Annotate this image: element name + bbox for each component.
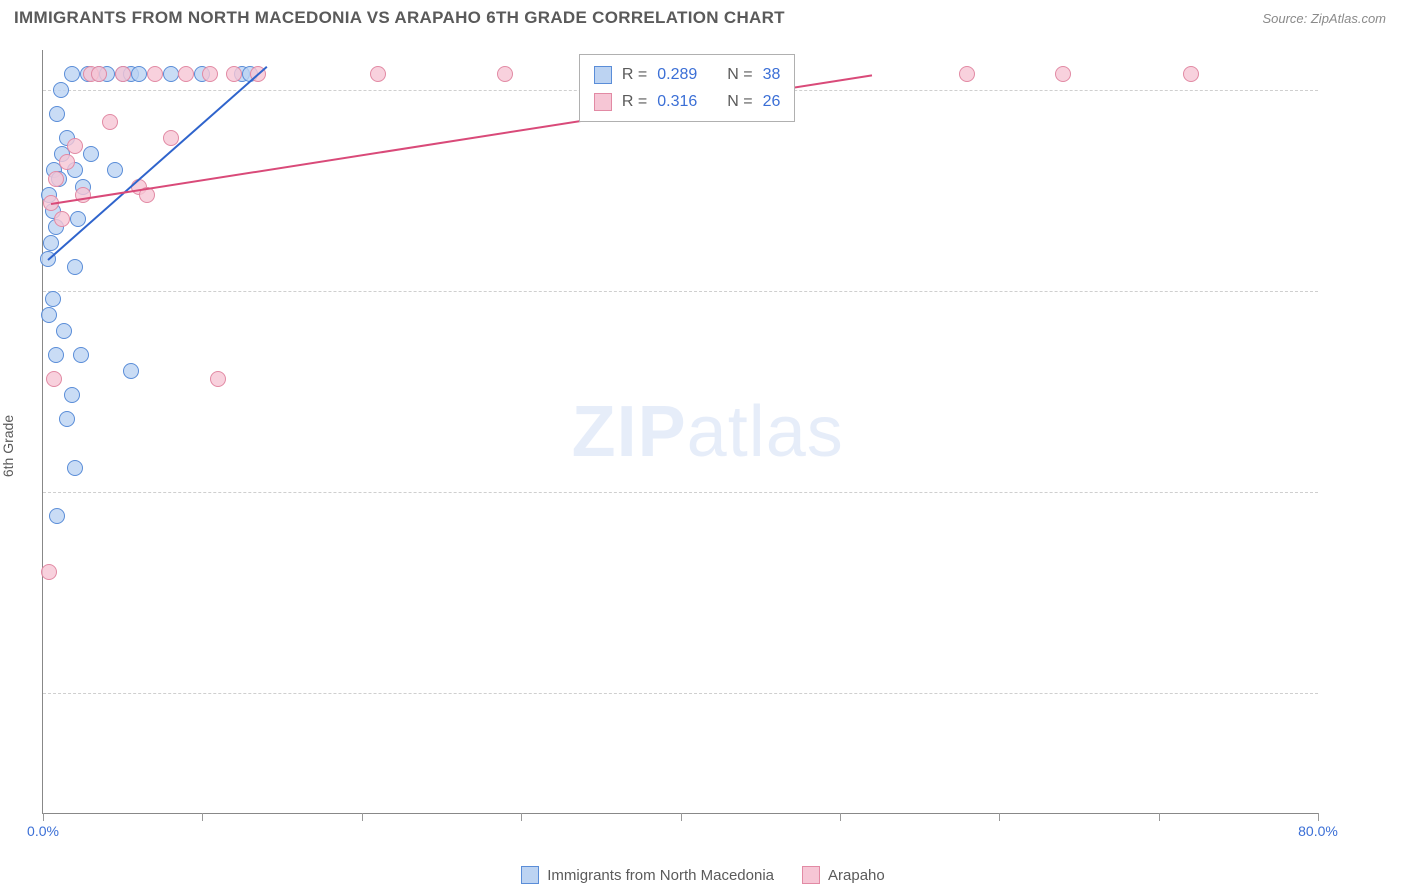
chart-area: ZIPatlas 0.0%80.0%R =0.289N =38R =0.316N… bbox=[42, 50, 1390, 842]
header: IMMIGRANTS FROM NORTH MACEDONIA VS ARAPA… bbox=[0, 0, 1406, 32]
data-point bbox=[123, 363, 139, 379]
data-point bbox=[48, 347, 64, 363]
n-label: N = bbox=[727, 61, 752, 88]
data-point bbox=[67, 259, 83, 275]
source-label: Source: ZipAtlas.com bbox=[1262, 11, 1386, 26]
data-point bbox=[107, 162, 123, 178]
data-point bbox=[70, 211, 86, 227]
series-swatch bbox=[594, 66, 612, 84]
data-point bbox=[73, 347, 89, 363]
data-point bbox=[49, 508, 65, 524]
bottom-legend: Immigrants from North Macedonia Arapaho bbox=[0, 866, 1406, 884]
r-value: 0.316 bbox=[657, 88, 697, 115]
correlation-stats-box: R = 0.289 N = 38 R = 0.316 N = 26 bbox=[579, 54, 796, 122]
data-point bbox=[178, 66, 194, 82]
data-point bbox=[64, 387, 80, 403]
watermark: ZIPatlas bbox=[572, 391, 844, 473]
x-tick bbox=[521, 813, 522, 821]
data-point bbox=[53, 82, 69, 98]
data-point bbox=[67, 460, 83, 476]
data-point bbox=[115, 66, 131, 82]
data-point bbox=[102, 114, 118, 130]
r-label: R = bbox=[622, 61, 647, 88]
y-axis-title: 6th Grade bbox=[0, 415, 16, 477]
plot-area: ZIPatlas 0.0%80.0%R =0.289N =38R =0.316N… bbox=[42, 50, 1318, 814]
data-point bbox=[202, 66, 218, 82]
data-point bbox=[67, 138, 83, 154]
chart-title: IMMIGRANTS FROM NORTH MACEDONIA VS ARAPA… bbox=[14, 8, 785, 28]
data-point bbox=[370, 66, 386, 82]
x-tick bbox=[43, 813, 44, 821]
data-point bbox=[1055, 66, 1071, 82]
data-point bbox=[163, 66, 179, 82]
data-point bbox=[45, 291, 61, 307]
x-tick-label: 0.0% bbox=[27, 823, 59, 839]
x-tick bbox=[362, 813, 363, 821]
legend-swatch bbox=[802, 866, 820, 884]
y-gridline bbox=[43, 693, 1318, 694]
data-point bbox=[83, 146, 99, 162]
data-point bbox=[56, 323, 72, 339]
data-point bbox=[91, 66, 107, 82]
legend-label: Arapaho bbox=[828, 867, 885, 884]
data-point bbox=[59, 154, 75, 170]
n-label: N = bbox=[727, 88, 752, 115]
x-tick-label: 80.0% bbox=[1298, 823, 1338, 839]
y-tick-label: 97.5% bbox=[1394, 295, 1406, 311]
x-tick bbox=[202, 813, 203, 821]
stat-row: R = 0.316 N = 26 bbox=[594, 88, 781, 115]
x-tick bbox=[681, 813, 682, 821]
y-tick-label: 100.0% bbox=[1394, 94, 1406, 110]
data-point bbox=[226, 66, 242, 82]
r-label: R = bbox=[622, 88, 647, 115]
data-point bbox=[64, 66, 80, 82]
data-point bbox=[49, 106, 65, 122]
legend-swatch bbox=[521, 866, 539, 884]
y-tick-label: 95.0% bbox=[1394, 496, 1406, 512]
legend-item: Arapaho bbox=[802, 866, 885, 884]
series-swatch bbox=[594, 93, 612, 111]
data-point bbox=[959, 66, 975, 82]
data-point bbox=[54, 211, 70, 227]
data-point bbox=[147, 66, 163, 82]
data-point bbox=[43, 235, 59, 251]
data-point bbox=[41, 564, 57, 580]
y-gridline bbox=[43, 291, 1318, 292]
stat-row: R = 0.289 N = 38 bbox=[594, 61, 781, 88]
data-point bbox=[497, 66, 513, 82]
y-gridline bbox=[43, 492, 1318, 493]
data-point bbox=[1183, 66, 1199, 82]
n-value: 38 bbox=[763, 61, 781, 88]
data-point bbox=[131, 66, 147, 82]
n-value: 26 bbox=[763, 88, 781, 115]
data-point bbox=[46, 371, 62, 387]
legend-label: Immigrants from North Macedonia bbox=[547, 867, 774, 884]
x-tick bbox=[1159, 813, 1160, 821]
r-value: 0.289 bbox=[657, 61, 697, 88]
data-point bbox=[210, 371, 226, 387]
data-point bbox=[41, 307, 57, 323]
legend-item: Immigrants from North Macedonia bbox=[521, 866, 774, 884]
x-tick bbox=[840, 813, 841, 821]
x-tick bbox=[1318, 813, 1319, 821]
data-point bbox=[59, 411, 75, 427]
y-tick-label: 92.5% bbox=[1394, 697, 1406, 713]
x-tick bbox=[999, 813, 1000, 821]
data-point bbox=[48, 171, 64, 187]
